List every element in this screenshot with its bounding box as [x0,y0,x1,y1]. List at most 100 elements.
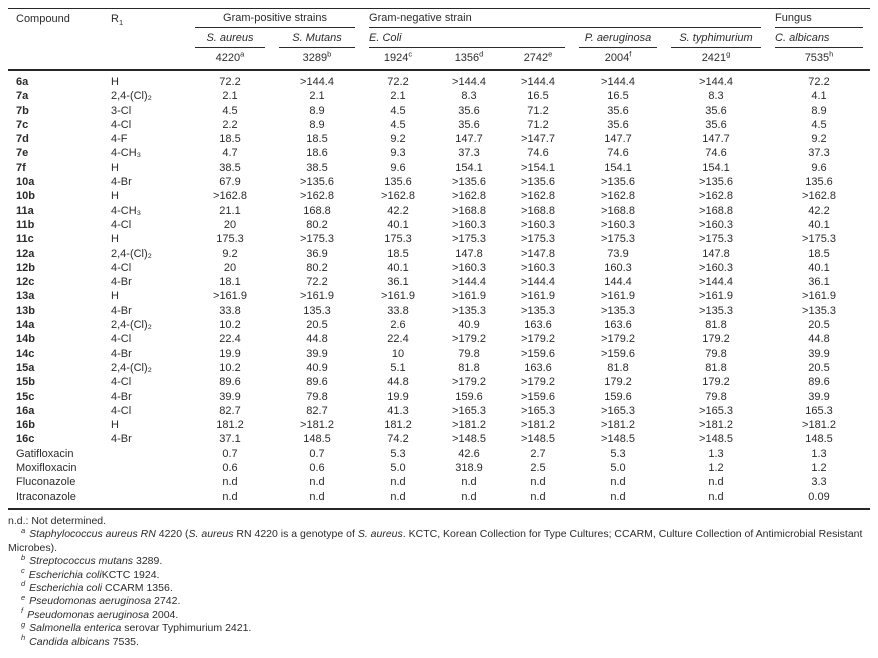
mic-value-cell: >160.3 [699,261,733,274]
species-header-s-typhimurium: S. typhimurium [664,28,768,48]
mic-value-cell: 163.6 [524,319,552,332]
mic-value-cell: 20.5 [808,319,830,332]
mic-value-cell: 37.3 [808,147,830,160]
mic-value-cell: n.d [610,490,626,503]
mic-value-cell: 9.2 [222,247,238,260]
species-header-e-coli: E. Coli [362,28,572,48]
mic-value-cell: 147.7 [604,133,632,146]
species-s-typhimurium-label: S. typhimurium [671,32,762,48]
mic-value-cell: >161.9 [521,290,555,303]
mic-value-cell: 72.2 [387,76,409,88]
mic-value-cell: 35.6 [607,118,629,131]
mic-value-cell: 80.2 [306,218,328,231]
r1-cell: H [111,190,119,203]
mic-value-cell: 4.7 [222,147,238,160]
mic-table: Compound R1 Gram-positive strains Gram-n… [8,8,871,510]
mic-value-cell: >181.2 [601,419,635,432]
mic-value-cell: >144.4 [521,76,555,88]
mic-value-cell: >148.5 [601,433,635,446]
mic-value-cell: >148.5 [521,433,555,446]
mic-value-cell: 163.6 [524,361,552,374]
header-group-row: Compound R1 Gram-positive strains Gram-n… [8,8,870,71]
mic-value-cell: 10 [391,347,405,360]
group-header-gram-negative-label: Gram-negative strain [369,12,762,28]
mic-value-cell: n.d [708,476,724,489]
species-name-italic: S. aureus [188,528,234,541]
footnote-marker: g [21,619,26,629]
mic-value-cell: 2.1 [309,90,325,103]
mic-value-cell: 165.3 [805,404,833,417]
mic-value-cell: 148.5 [303,433,331,446]
species-s-aureus-label: S. aureus [195,32,265,48]
mic-value-cell: >161.9 [802,290,836,303]
mic-value-cell: 5.3 [610,447,626,460]
species-name-italic: Escherichia coli [28,568,102,581]
r1-cell: 4-CH₃ [111,204,142,217]
mic-value-cell: 18.5 [219,133,241,146]
table-row: 10b H >162.8 >162.8 >162.8 >162.8 >162.8 >162.8… [8,189,870,203]
table-row: 14a 2,4-(Cl)₂ 10.2 20.5 2.6 40.9 163.6 163.6 81.… [8,318,870,332]
footnote-text: 4220 ( [155,528,189,541]
mic-value-cell: 42.2 [387,204,409,217]
mic-value-cell: n.d [390,476,406,489]
mic-value-cell: >165.3 [521,404,555,417]
r1-cell: 4-Br [111,347,132,360]
table-row: Moxifloxacin 0.6 0.6 5.0 318.9 2.5 5.0 1.2 1.2 [8,461,870,475]
mic-value-cell: 5.0 [610,462,626,475]
table-row: 15c 4-Br 39.9 79.8 19.9 159.6 >159.6 159.6 79.8 3… [8,390,870,404]
table-row: 7c 4-Cl 2.2 8.9 4.5 35.6 71.2 35.6 35.6 4.5 [8,118,870,132]
mic-value-cell: >135.6 [521,176,555,189]
mic-value-cell: 147.7 [702,133,730,146]
r1-cell: 2,4-(Cl)₂ [111,361,152,374]
mic-value-cell: 81.8 [607,361,629,374]
table-row: 7a 2,4-(Cl)₂ 2.1 2.1 2.1 8.3 16.5 16.5 8.3 4.1 [8,89,870,103]
table-row: 11c H 175.3 >175.3 175.3 >175.3 >175.3 >175.3 >1… [8,232,870,246]
mic-value-cell: >175.3 [802,233,836,246]
strain-number-header: 1924c [362,48,435,71]
mic-value-cell: >159.6 [521,347,555,360]
mic-value-cell: >179.2 [521,376,555,389]
mic-value-cell: >144.4 [699,76,733,88]
table-row: 7b 3-Cl 4.5 8.9 4.5 35.6 71.2 35.6 35.6 8.9 [8,104,870,118]
r1-cell: 4-F [111,133,128,146]
mic-value-cell: >175.3 [452,233,486,246]
mic-value-cell: 179.2 [702,376,730,389]
mic-value-cell: >175.3 [300,233,334,246]
mic-value-cell: >135.3 [699,304,733,317]
table-row: Itraconazole n.d n.d n.d n.d n.d n.d n.d 0.09 [8,490,870,509]
strain-number-header: 4220a [188,48,272,71]
mic-value-cell: 8.3 [708,90,724,103]
mic-value-cell: 19.9 [387,390,409,403]
compound-cell: 15b [16,376,35,389]
mic-value-cell: >175.3 [521,233,555,246]
mic-value-cell: 20 [223,218,237,231]
mic-value-cell: 42.2 [808,204,830,217]
mic-value-cell: 39.9 [306,347,328,360]
mic-value-cell: >160.3 [699,218,733,231]
compound-cell: 12b [16,261,35,274]
mic-value-cell: 18.6 [306,147,328,160]
mic-value-cell: 79.8 [705,390,727,403]
mic-value-cell: 154.1 [604,161,632,174]
r1-cell: 4-Cl [111,261,132,274]
mic-value-cell: >161.9 [699,290,733,303]
mic-value-cell: 39.9 [808,390,830,403]
mic-value-cell: >160.3 [452,218,486,231]
compound-cell: Moxifloxacin [16,462,77,475]
mic-value-cell: 9.3 [390,147,406,160]
strain-footnote-marker: g [726,49,731,59]
table-row: 14b 4-Cl 22.4 44.8 22.4 >179.2 >179.2 >179.2 179… [8,332,870,346]
compound-cell: 11c [16,233,34,246]
mic-value-cell: >160.3 [521,218,555,231]
species-s-mutans-label: S. Mutans [279,32,356,48]
mic-value-cell: 0.6 [222,462,238,475]
footnote-text: KCTC 1924. [101,568,160,581]
mic-value-cell: 2.1 [222,90,238,103]
mic-value-cell: 16.5 [607,90,629,103]
compound-cell: 7c [16,118,29,131]
mic-value-cell: >165.3 [452,404,486,417]
mic-value-cell: 38.5 [219,161,241,174]
r1-cell: 4-CH₃ [111,147,142,160]
mic-value-cell: 44.8 [808,333,830,346]
strain-number: 1924 [383,52,409,64]
